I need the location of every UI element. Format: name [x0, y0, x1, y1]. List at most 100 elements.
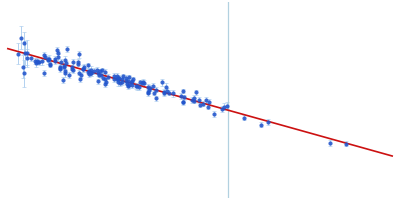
- Point: [79, 67, 86, 70]
- Point: [95, 73, 102, 77]
- Point: [116, 76, 122, 79]
- Point: [61, 72, 68, 75]
- Point: [46, 63, 53, 66]
- Point: [165, 91, 172, 94]
- Point: [60, 65, 67, 69]
- Point: [75, 62, 82, 65]
- Point: [56, 66, 63, 69]
- Point: [86, 72, 93, 75]
- Point: [197, 103, 204, 106]
- Point: [100, 76, 106, 79]
- Point: [114, 74, 120, 78]
- Point: [327, 141, 334, 144]
- Point: [33, 62, 40, 65]
- Point: [151, 91, 158, 94]
- Point: [180, 89, 186, 93]
- Point: [103, 80, 110, 83]
- Point: [147, 86, 153, 89]
- Point: [58, 60, 64, 63]
- Point: [32, 59, 38, 63]
- Point: [221, 105, 227, 108]
- Point: [206, 100, 212, 103]
- Point: [74, 60, 81, 63]
- Point: [61, 58, 68, 61]
- Point: [264, 121, 271, 124]
- Point: [130, 78, 137, 81]
- Point: [102, 77, 109, 80]
- Point: [80, 68, 86, 71]
- Point: [161, 91, 168, 94]
- Point: [42, 55, 48, 58]
- Point: [178, 94, 184, 98]
- Point: [55, 56, 62, 59]
- Point: [153, 88, 160, 91]
- Point: [61, 65, 67, 68]
- Point: [102, 70, 108, 74]
- Point: [18, 36, 24, 39]
- Point: [36, 61, 42, 64]
- Point: [127, 80, 134, 83]
- Point: [88, 71, 94, 75]
- Point: [52, 59, 58, 62]
- Point: [180, 101, 186, 104]
- Point: [129, 79, 136, 82]
- Point: [57, 68, 64, 71]
- Point: [81, 65, 87, 69]
- Point: [111, 74, 118, 77]
- Point: [118, 80, 125, 83]
- Point: [20, 72, 27, 75]
- Point: [205, 105, 212, 108]
- Point: [57, 65, 63, 68]
- Point: [63, 62, 70, 65]
- Point: [140, 80, 146, 83]
- Point: [343, 142, 349, 145]
- Point: [24, 56, 31, 60]
- Point: [69, 67, 75, 71]
- Point: [105, 75, 112, 78]
- Point: [125, 85, 132, 88]
- Point: [15, 52, 22, 55]
- Point: [53, 49, 60, 52]
- Point: [158, 81, 165, 84]
- Point: [70, 61, 76, 64]
- Point: [45, 59, 52, 62]
- Point: [95, 71, 101, 74]
- Point: [258, 123, 264, 126]
- Point: [144, 92, 151, 95]
- Point: [94, 68, 100, 71]
- Point: [76, 53, 83, 56]
- Point: [47, 62, 53, 65]
- Point: [111, 78, 117, 81]
- Point: [41, 53, 48, 56]
- Point: [125, 79, 131, 82]
- Point: [35, 60, 42, 63]
- Point: [21, 42, 27, 45]
- Point: [119, 77, 126, 80]
- Point: [149, 85, 156, 88]
- Point: [126, 76, 132, 79]
- Point: [20, 65, 26, 68]
- Point: [146, 88, 152, 91]
- Point: [141, 82, 148, 85]
- Point: [210, 113, 217, 116]
- Point: [24, 51, 30, 54]
- Point: [162, 85, 169, 88]
- Point: [88, 71, 94, 75]
- Point: [115, 77, 122, 81]
- Point: [144, 85, 151, 88]
- Point: [115, 77, 121, 80]
- Point: [145, 90, 152, 93]
- Point: [224, 104, 230, 107]
- Point: [170, 92, 176, 95]
- Point: [38, 60, 45, 63]
- Point: [102, 82, 108, 85]
- Point: [164, 90, 170, 93]
- Point: [203, 99, 209, 102]
- Point: [52, 57, 58, 60]
- Point: [123, 80, 130, 83]
- Point: [196, 99, 202, 102]
- Point: [124, 82, 130, 85]
- Point: [40, 72, 47, 75]
- Point: [55, 52, 61, 55]
- Point: [86, 69, 92, 73]
